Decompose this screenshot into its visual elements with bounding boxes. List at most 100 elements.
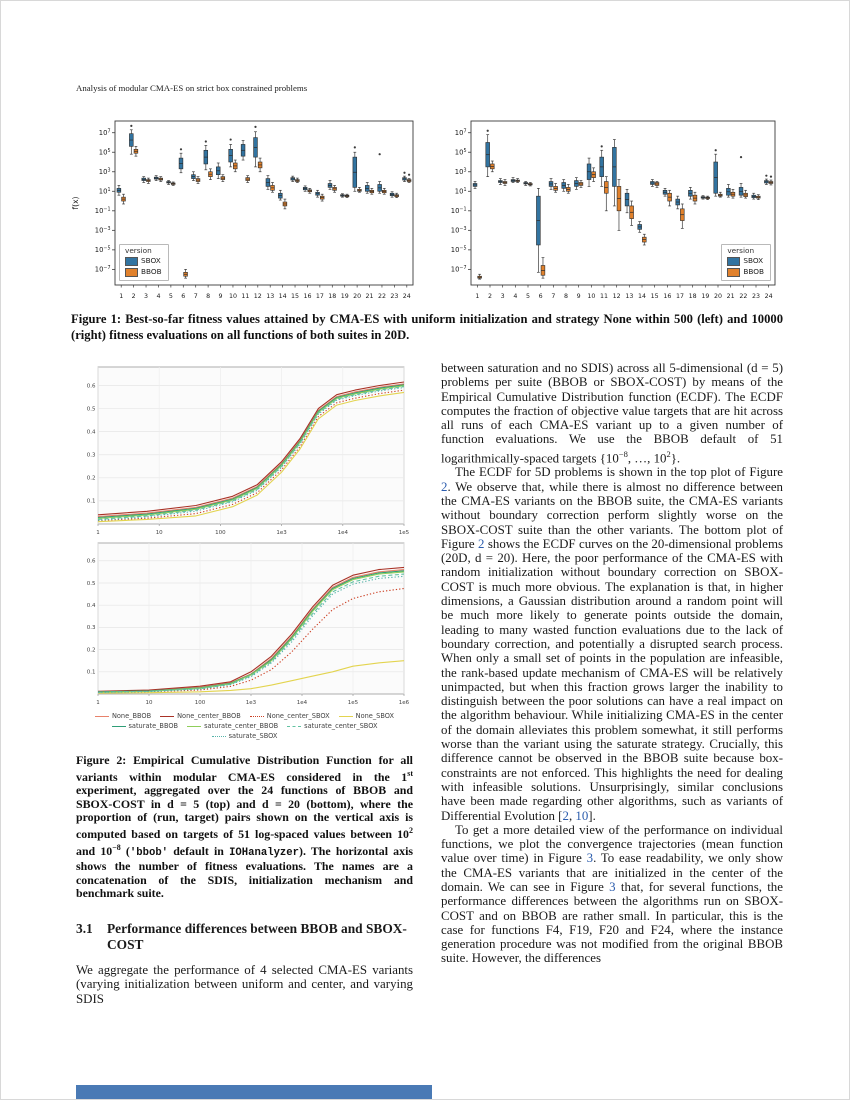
figure-3-reference[interactable]: 3 <box>609 879 616 894</box>
legend-line-swatch <box>249 715 264 717</box>
legend-line-swatch <box>211 735 226 737</box>
svg-text:16: 16 <box>663 293 671 300</box>
caption-mono-iohanalyzer: IOHanalyzer <box>229 847 300 860</box>
caption-segment: ). The horizontal axis shows the number … <box>76 844 413 900</box>
svg-text:1e6: 1e6 <box>399 700 410 706</box>
svg-text:19: 19 <box>341 293 349 300</box>
svg-text:9: 9 <box>577 293 581 300</box>
svg-text:6: 6 <box>181 293 185 300</box>
figure-1-caption-text: Best-so-far fitness values attained by C… <box>71 312 783 342</box>
text-segment: that, for several functions, the perform… <box>441 879 783 966</box>
svg-text:9: 9 <box>219 293 223 300</box>
svg-text:18: 18 <box>689 293 697 300</box>
svg-text:10−1: 10−1 <box>95 206 111 215</box>
legend-entry: BBOB <box>125 268 162 277</box>
svg-text:10−3: 10−3 <box>95 226 111 235</box>
svg-text:0.3: 0.3 <box>87 453 96 459</box>
svg-text:3: 3 <box>501 293 505 300</box>
svg-text:1e5: 1e5 <box>348 700 359 706</box>
svg-text:2: 2 <box>132 293 136 300</box>
svg-text:2: 2 <box>488 293 492 300</box>
legend-entry: saturate_SBOX <box>211 732 277 740</box>
legend-swatch <box>727 268 741 277</box>
svg-text:17: 17 <box>676 293 684 300</box>
svg-text:f(x): f(x) <box>71 196 80 209</box>
svg-text:13: 13 <box>625 293 633 300</box>
text-segment: between saturation and no SDIS) across a… <box>441 361 783 466</box>
svg-text:10−5: 10−5 <box>95 245 111 254</box>
figure-2-legend: None_BBOB None_center_BBOB None_center_SBO… <box>76 712 413 740</box>
legend-title: version <box>125 245 152 255</box>
text-segment: shows the ECDF curves on the 20-dimensio… <box>441 536 783 823</box>
legend-label: SBOX <box>743 256 764 266</box>
legend-label: None_BBOB <box>111 712 152 720</box>
text-superscript: 2 <box>666 448 671 459</box>
svg-text:105: 105 <box>99 148 111 157</box>
svg-text:23: 23 <box>390 293 398 300</box>
left-column: 0.1 0.2 0.3 0.4 0.5 0.6 1 10 100 1e3 1e4 1e5 0.1 0.2… <box>76 361 413 1006</box>
figure-2-reference[interactable]: 2 <box>478 536 485 551</box>
svg-text:1: 1 <box>96 700 100 706</box>
text-segment: We aggregate the performance of 4 select… <box>76 962 413 1006</box>
boxplot-right-legend: version SBOX BBOB <box>721 243 771 281</box>
svg-text:24: 24 <box>403 293 411 300</box>
citation-2-reference[interactable]: 2 <box>562 808 569 823</box>
svg-text:7: 7 <box>551 293 555 300</box>
section-number: 3.1 <box>76 920 93 936</box>
svg-text:0.2: 0.2 <box>87 647 96 653</box>
svg-text:21: 21 <box>727 293 735 300</box>
legend-entry: saturate_center_SBOX <box>287 722 378 730</box>
svg-text:23: 23 <box>752 293 760 300</box>
svg-text:16: 16 <box>303 293 311 300</box>
svg-text:0.3: 0.3 <box>87 625 96 631</box>
citation-10-reference[interactable]: 10 <box>575 808 589 823</box>
bottom-blue-bar <box>76 1085 432 1099</box>
legend-line-swatch <box>111 725 126 727</box>
svg-text:103: 103 <box>455 167 467 176</box>
svg-text:4: 4 <box>513 293 517 300</box>
svg-text:10−5: 10−5 <box>451 245 467 254</box>
ecdf-20d-plot-svg: 0.1 0.2 0.3 0.4 0.5 0.6 1 10 100 1e3 1e4 1e5 1e6 <box>87 542 410 706</box>
svg-text:10: 10 <box>146 700 153 706</box>
svg-text:8: 8 <box>206 293 210 300</box>
text-segment: , <box>568 808 576 823</box>
svg-text:1e5: 1e5 <box>399 530 410 536</box>
figure-2-reference[interactable]: 2 <box>441 479 448 494</box>
text-segment: , …, 10 <box>627 451 667 466</box>
svg-text:103: 103 <box>99 167 111 176</box>
figure-1: 107 105 103 101 10−1 10−3 10−5 10−7 f(x) 1 2 3 4 5 6 7 8… <box>71 113 783 343</box>
legend-entry: None_center_BBOB <box>160 712 241 720</box>
svg-text:100: 100 <box>195 700 206 706</box>
svg-text:10−7: 10−7 <box>95 265 111 274</box>
svg-text:1e4: 1e4 <box>297 700 308 706</box>
legend-line-swatch <box>338 715 353 717</box>
figure-2: 0.1 0.2 0.3 0.4 0.5 0.6 1 10 100 1e3 1e4 1e5 0.1 0.2… <box>76 361 413 740</box>
svg-text:12: 12 <box>254 293 262 300</box>
svg-text:1e3: 1e3 <box>276 530 287 536</box>
svg-text:15: 15 <box>651 293 659 300</box>
legend-label: None_center_SBOX <box>266 712 330 720</box>
legend-entry: saturate_center_BBOB <box>187 722 278 730</box>
svg-text:22: 22 <box>739 293 747 300</box>
paragraph-ecdf-discussion: The ECDF for 5D problems is shown in the… <box>441 465 783 822</box>
svg-text:21: 21 <box>366 293 374 300</box>
svg-text:1: 1 <box>475 293 479 300</box>
legend-entry: None_BBOB <box>94 712 152 720</box>
svg-text:0.2: 0.2 <box>87 476 96 482</box>
svg-text:10: 10 <box>156 530 163 536</box>
caption-superscript: −8 <box>112 843 121 853</box>
figure-3-reference[interactable]: 3 <box>586 851 594 866</box>
caption-segment: default in <box>168 844 230 859</box>
svg-text:0.1: 0.1 <box>87 670 96 676</box>
caption-mono-bbob: 'bbob' <box>129 847 169 860</box>
svg-text:1e3: 1e3 <box>246 700 257 706</box>
figure-1-caption-label: Figure 1: <box>71 312 122 326</box>
section-3-1-heading: 3.1 Performance differences between BBOB… <box>76 921 413 954</box>
caption-superscript: 2 <box>409 825 413 835</box>
svg-text:107: 107 <box>99 128 111 137</box>
ecdf-5d-plot-svg: 0.1 0.2 0.3 0.4 0.5 0.6 1 10 100 1e3 1e4 1e5 <box>87 366 410 536</box>
svg-text:11: 11 <box>600 293 608 300</box>
svg-text:22: 22 <box>378 293 386 300</box>
legend-label: None_SBOX <box>355 712 395 720</box>
legend-title: version <box>727 245 755 255</box>
